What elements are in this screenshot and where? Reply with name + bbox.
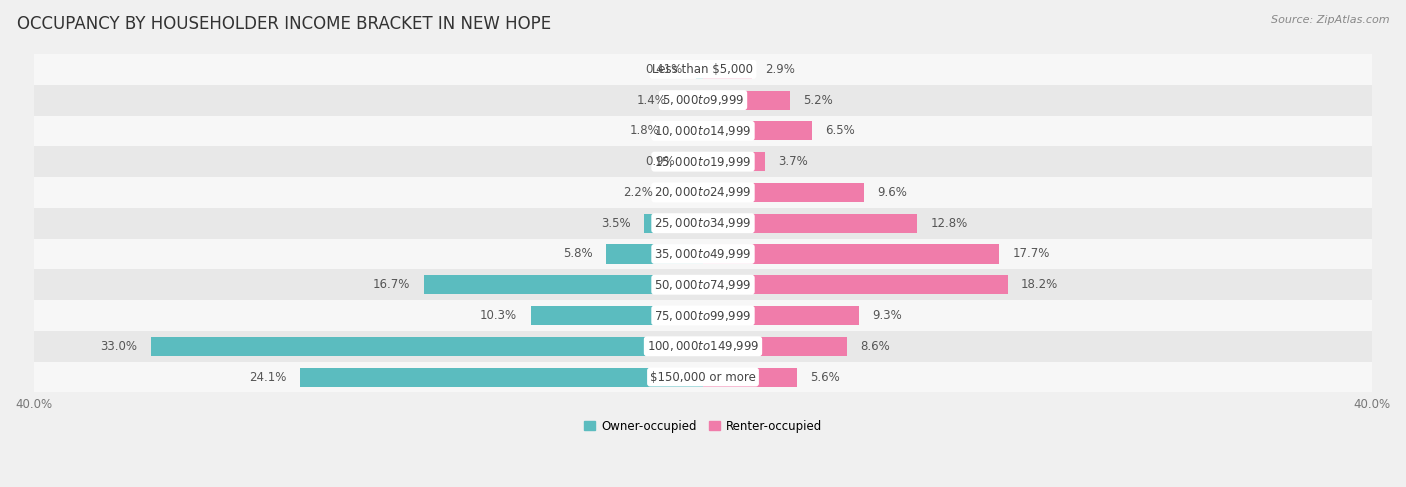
Bar [673,121,703,140]
Bar [703,275,1008,294]
Text: Source: ZipAtlas.com: Source: ZipAtlas.com [1271,15,1389,25]
Bar [34,54,1372,85]
Bar [644,214,703,233]
Text: $20,000 to $24,999: $20,000 to $24,999 [654,186,752,200]
Text: $15,000 to $19,999: $15,000 to $19,999 [654,155,752,169]
Text: 16.7%: 16.7% [373,278,411,291]
Bar [34,269,1372,300]
Text: $75,000 to $99,999: $75,000 to $99,999 [654,308,752,322]
Text: $5,000 to $9,999: $5,000 to $9,999 [662,93,744,107]
Bar [34,239,1372,269]
Text: 12.8%: 12.8% [931,217,967,230]
Bar [150,337,703,356]
Bar [703,244,1000,263]
Text: 1.4%: 1.4% [637,94,666,107]
Bar [703,306,859,325]
Bar [34,177,1372,208]
Bar [34,362,1372,393]
Bar [666,183,703,202]
Bar [696,60,703,79]
Text: OCCUPANCY BY HOUSEHOLDER INCOME BRACKET IN NEW HOPE: OCCUPANCY BY HOUSEHOLDER INCOME BRACKET … [17,15,551,33]
Text: 0.9%: 0.9% [645,155,675,168]
Bar [703,60,752,79]
Text: 5.2%: 5.2% [803,94,834,107]
Text: 3.5%: 3.5% [602,217,631,230]
Text: 5.6%: 5.6% [810,371,839,384]
Text: 18.2%: 18.2% [1021,278,1059,291]
Text: 9.6%: 9.6% [877,186,907,199]
Text: $50,000 to $74,999: $50,000 to $74,999 [654,278,752,292]
Text: 0.41%: 0.41% [645,63,683,76]
Text: 10.3%: 10.3% [479,309,517,322]
Text: 9.3%: 9.3% [872,309,901,322]
Bar [703,214,917,233]
Legend: Owner-occupied, Renter-occupied: Owner-occupied, Renter-occupied [579,415,827,437]
Bar [34,300,1372,331]
Text: $100,000 to $149,999: $100,000 to $149,999 [647,339,759,353]
Text: Less than $5,000: Less than $5,000 [652,63,754,76]
Bar [530,306,703,325]
Bar [703,121,811,140]
Bar [679,91,703,110]
Bar [703,91,790,110]
Text: $25,000 to $34,999: $25,000 to $34,999 [654,216,752,230]
Text: 33.0%: 33.0% [100,340,138,353]
Text: $35,000 to $49,999: $35,000 to $49,999 [654,247,752,261]
Text: 3.7%: 3.7% [779,155,808,168]
Text: 5.8%: 5.8% [562,247,592,261]
Text: 17.7%: 17.7% [1012,247,1050,261]
Bar [703,183,863,202]
Text: 2.2%: 2.2% [623,186,652,199]
Bar [606,244,703,263]
Bar [34,146,1372,177]
Text: 8.6%: 8.6% [860,340,890,353]
Bar [703,152,765,171]
Bar [423,275,703,294]
Text: 24.1%: 24.1% [249,371,287,384]
Bar [299,368,703,387]
Text: 2.9%: 2.9% [765,63,794,76]
Bar [703,337,846,356]
Text: $150,000 or more: $150,000 or more [650,371,756,384]
Bar [703,368,797,387]
Bar [34,115,1372,146]
Text: 6.5%: 6.5% [825,124,855,137]
Text: 1.8%: 1.8% [630,124,659,137]
Text: $10,000 to $14,999: $10,000 to $14,999 [654,124,752,138]
Bar [688,152,703,171]
Bar [34,208,1372,239]
Bar [34,85,1372,115]
Bar [34,331,1372,362]
